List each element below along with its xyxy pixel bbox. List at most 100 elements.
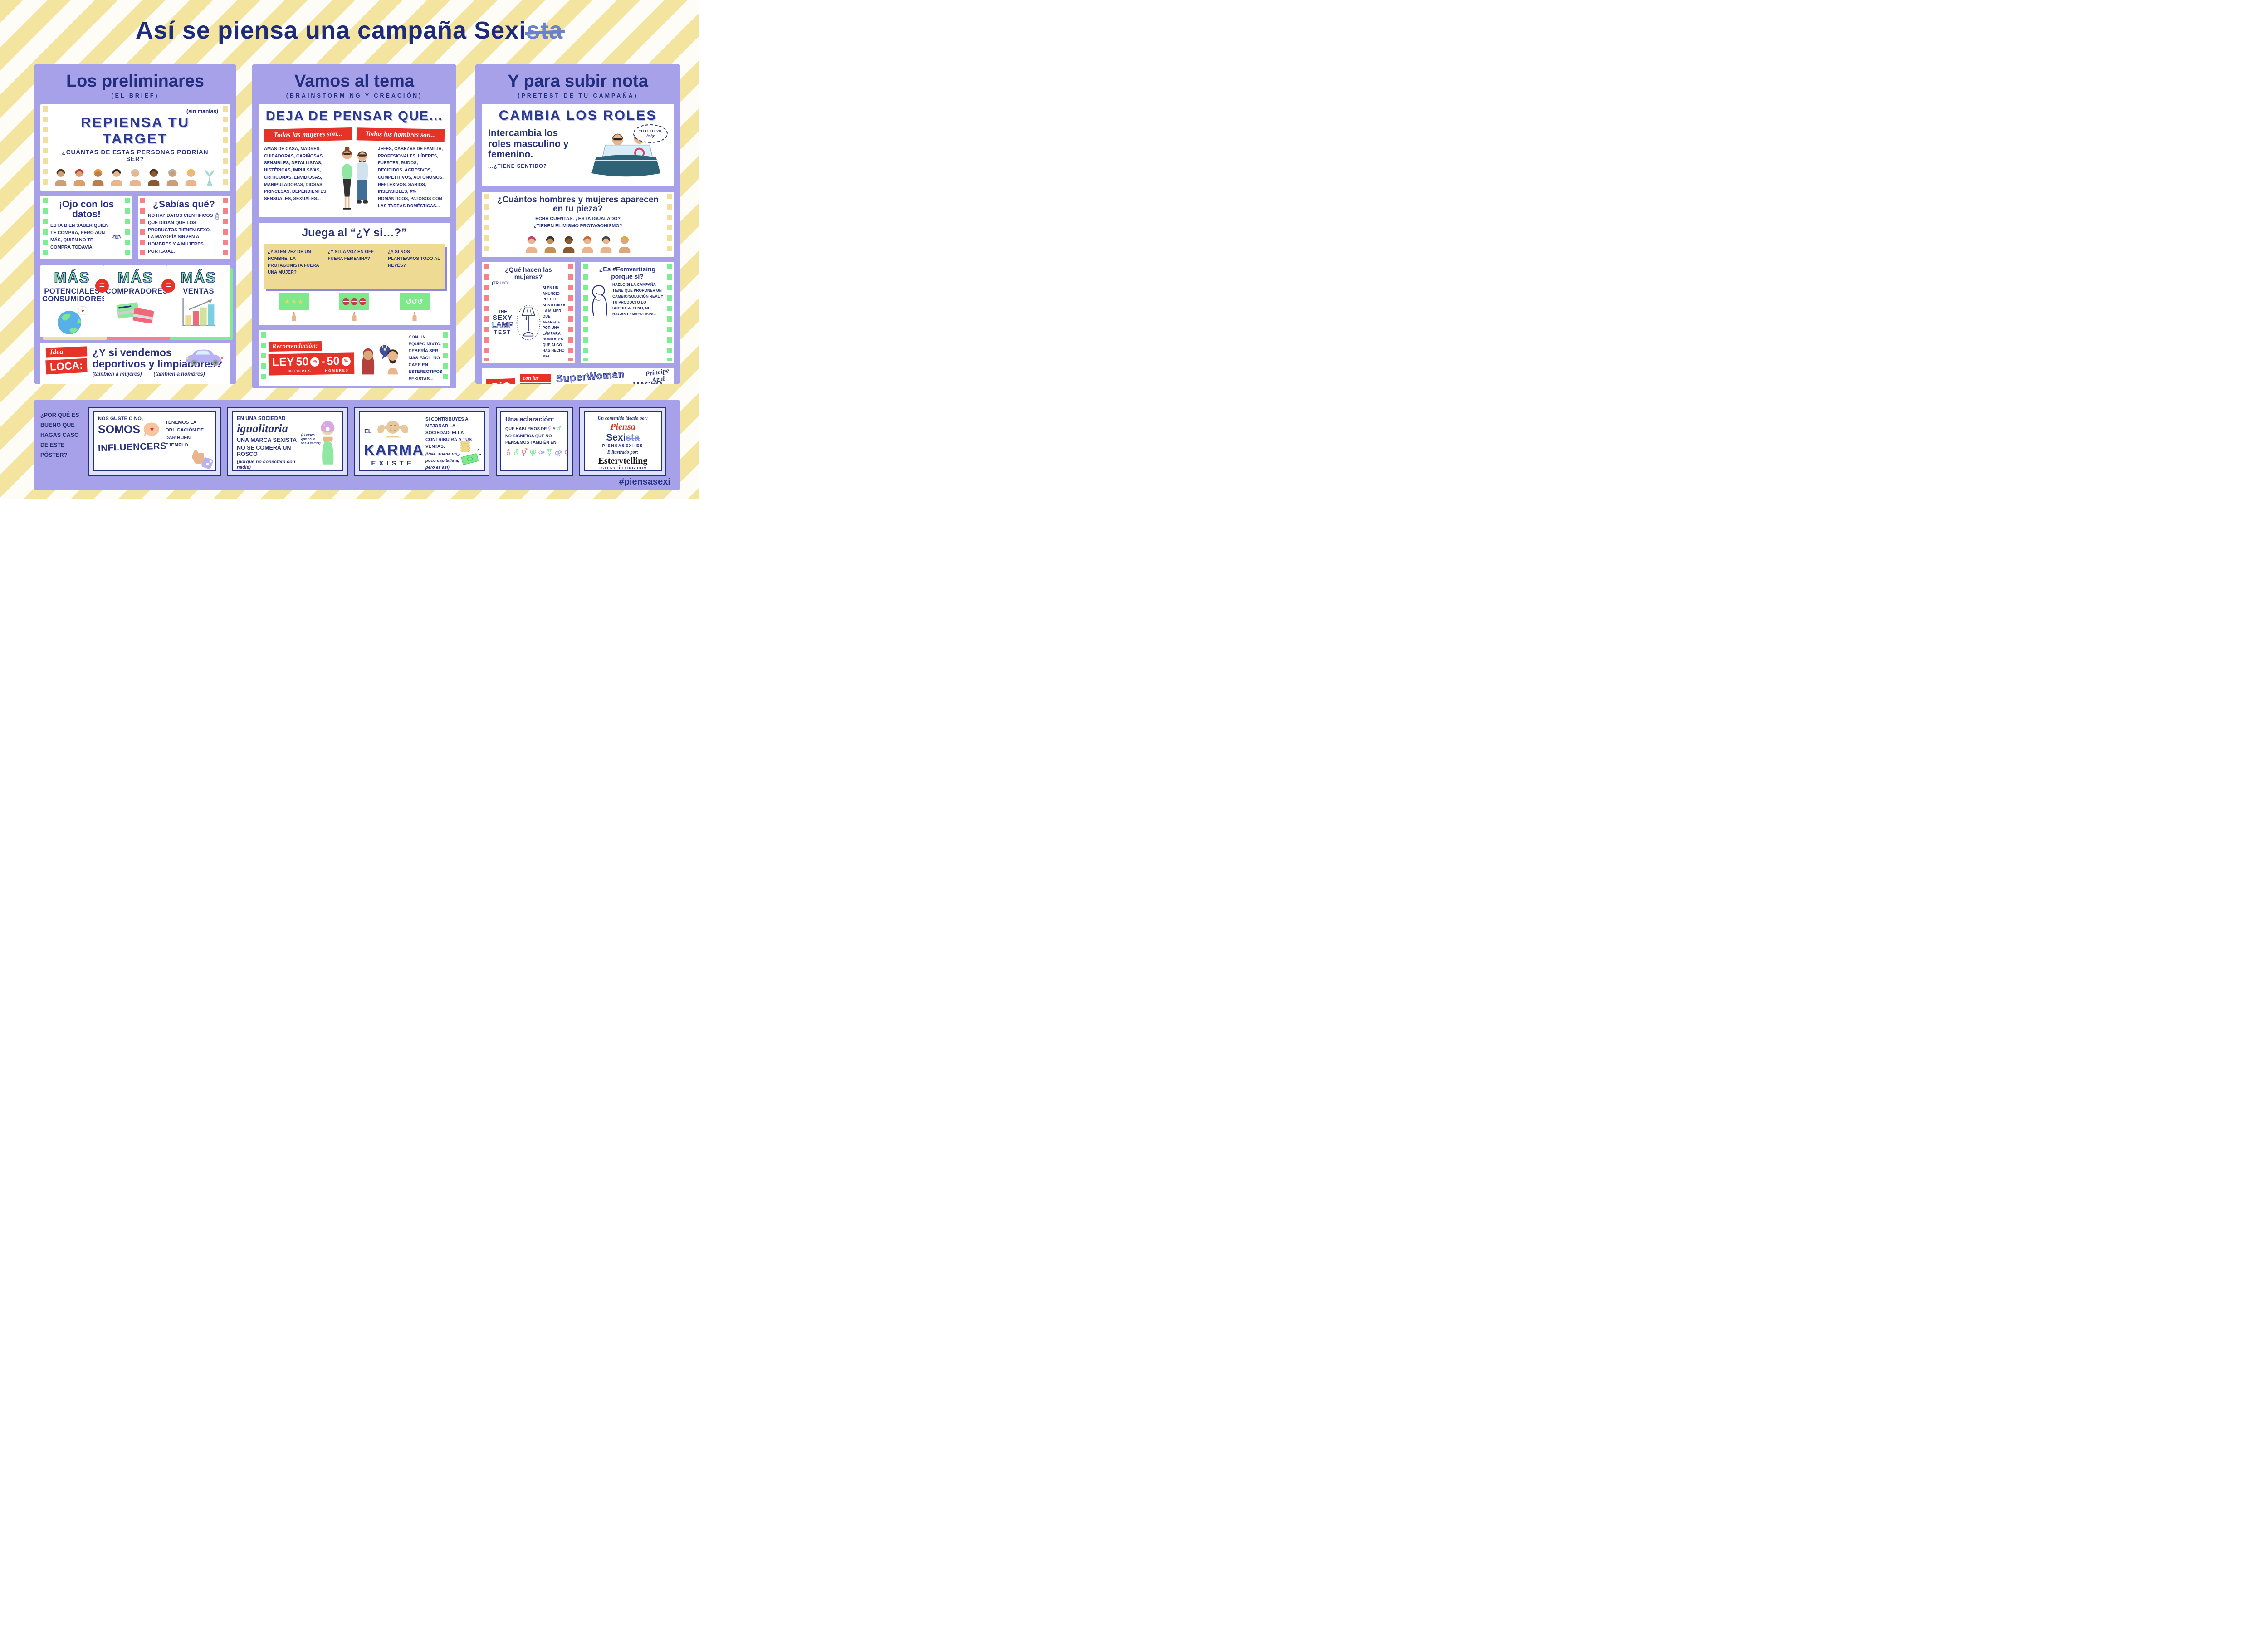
- aclaracion-body: QUE HABLEMOS DE ♀ Y ♂ NO SIGNIFICA QUE N…: [505, 426, 562, 445]
- aclaracion-title: Una aclaración:: [505, 416, 554, 423]
- card-mas-compradores: MÁS COMPRADORES: [103, 265, 168, 337]
- hand-icon: [352, 312, 357, 321]
- card-holder-swirls: ↺↺↺: [399, 293, 430, 321]
- karma-word: KARMA: [364, 441, 424, 458]
- lamp-body: SI EN UN ANUNCIO PUEDES SUSTITUIR A LA M…: [543, 286, 566, 358]
- karma-body: SI CONTRIBUYES A MEJORAR LA SOCIEDAD, EL…: [425, 417, 472, 449]
- card-sustancias-peligrosas: OjO con las sustancias peligrosas: Super…: [482, 367, 674, 384]
- female-icon: ♀: [548, 426, 552, 431]
- gender-symbols-grid: ⚨⚦⚥⚢⚩⚧⚣⚤⚦⚧: [505, 448, 567, 458]
- card-idea-loca: Idea LOCA: ¿Y si vendemos deportivos y l…: [40, 342, 230, 384]
- column-preliminares: Los preliminares (EL BRIEF) (sin manías)…: [34, 64, 236, 384]
- gender-symbol-icon: ⚥: [521, 448, 530, 457]
- roles-title: CAMBIA LOS ROLES: [499, 108, 657, 123]
- ojo-badge: OjO: [486, 378, 516, 384]
- credits-ilustrado: E ilustrado por:: [607, 450, 639, 455]
- column1-subheading: (EL BRIEF): [111, 93, 159, 99]
- mermaid-tail-icon: [205, 169, 215, 186]
- karma-el: EL: [364, 428, 372, 435]
- bottom-band: ¿POR QUÉ ES BUENO QUE HAGAS CASO DE ESTE…: [34, 400, 680, 490]
- flexed-arm-icon: [592, 285, 607, 316]
- lamp-title: ¿Qué hacen las mujeres?: [505, 266, 552, 281]
- card-femvertising: ¿Es #Femvertising porque sí? HAZLO SI LA…: [581, 262, 674, 363]
- equals-icon: =: [95, 279, 109, 293]
- column3-subheading: (PRETEST DE TU CAMPAÑA): [518, 93, 638, 99]
- heart-bubble-icon: ♥: [143, 422, 159, 437]
- stereotypes-women-list: AMAS DE CASA, MADRES, CUIDADORAS, CARIÑO…: [264, 147, 327, 202]
- card-juega-y-si: Juega al “¿Y si…?” ¿Y SI EN VEZ DE UN HO…: [259, 222, 450, 325]
- gender-symbol-icon: ⚨: [505, 448, 513, 457]
- mas-label: MÁS: [117, 269, 154, 286]
- card-repiensa-target: (sin manías) REPIENSA TU TARGET ¿CUÁNTAS…: [40, 104, 230, 191]
- gender-symbol-icon: ⚤: [564, 448, 567, 457]
- idea-note-mujeres: (también a mujeres): [92, 372, 142, 377]
- bar-chart-icon: [182, 298, 215, 327]
- gender-symbol-icon: ⚣: [554, 448, 564, 457]
- card-ojo-datos: ¡Ojo con los datos! ESTÁ BIEN SABER QUIÉ…: [40, 196, 132, 259]
- speech-bubble: YO TE LLEVO, baby: [633, 124, 668, 143]
- column1-header: Los preliminares (EL BRIEF): [40, 72, 230, 99]
- idea-note-hombres: (también a hombres): [153, 372, 205, 377]
- rosco-igualitaria: igualitaria: [237, 422, 288, 435]
- lamp-icon: [516, 305, 541, 341]
- globe-icon: ♥: [57, 306, 88, 334]
- hashtag-piensasexi: #piensasexi: [619, 477, 670, 487]
- esterytelling-url: ESTERYTELLING.COM: [598, 466, 647, 470]
- truco-label: ¡TRUCO!: [492, 281, 509, 286]
- box-karma: EL KARMA EXISTE SI CONTRIB: [354, 407, 489, 476]
- brand-piensa: Piensa: [610, 422, 635, 432]
- svg-text:♥: ♥: [81, 309, 84, 314]
- ventas-label: VENTAS: [183, 287, 214, 295]
- brand-esterytelling: Esterytelling: [598, 456, 648, 466]
- box-influencers: NOS GUSTE O NO, SOMOS ♥ INFLUENCERS TENE…: [88, 407, 221, 476]
- card-mas-ventas: MÁS VENTAS: [167, 265, 230, 337]
- column3-heading: Y para subir nota: [508, 72, 648, 91]
- karma-existe: EXISTE: [371, 459, 415, 467]
- recomendacion-badge: Recomendación:: [268, 341, 322, 352]
- fem-title1: ¿Es #Femvertising: [599, 265, 656, 273]
- thumbs-up-icon: [192, 450, 213, 469]
- column3-header: Y para subir nota (PRETEST DE TU CAMPAÑA…: [482, 72, 674, 99]
- column2-heading: Vamos al tema: [294, 72, 415, 91]
- couple-illustration: [341, 146, 368, 210]
- why-poster-note: ¿POR QUÉ ES BUENO QUE HAGAS CASO DE ESTE…: [40, 412, 79, 458]
- column2-header: Vamos al tema (BRAINSTORMING Y CREACIÓN): [259, 72, 450, 99]
- target-title: REPIENSA TU TARGET: [80, 114, 190, 147]
- card-sabias-que: ¿Sabías qué? NO HAY DATOS CIENTÍFICOS QU…: [138, 196, 230, 259]
- car-scene: YO TE LLEVO, baby: [584, 124, 668, 183]
- sustancias-badge: sustancias: [519, 383, 551, 384]
- cuantos-title: ¿Cuántos hombres y mujeres aparecen en t…: [497, 195, 659, 214]
- credit-cards-icon: [117, 302, 154, 324]
- influencers-line2: SOMOS: [98, 423, 141, 436]
- influencers-line1: NOS GUSTE O NO,: [98, 416, 143, 421]
- male-icon: ♂: [557, 426, 562, 431]
- avatar: [600, 236, 611, 254]
- deja-title: DEJA DE PENSAR QUE...: [265, 109, 443, 123]
- con-las-badge: con las: [519, 374, 551, 382]
- card-holder-mouths: [339, 293, 369, 321]
- fem-title2: porque sí?: [611, 272, 644, 280]
- box-aclaracion: Una aclaración: QUE HABLEMOS DE ♀ Y ♂ NO…: [496, 407, 573, 476]
- car-icon: [186, 349, 223, 366]
- gender-symbol-icon: ⚦: [513, 448, 521, 457]
- equals-icon: =: [161, 279, 176, 293]
- avatar: [185, 169, 197, 186]
- eye-icon: [112, 234, 122, 239]
- title-sexi: Sexi: [474, 17, 527, 44]
- avatar: [544, 236, 556, 254]
- reco-body: CON UN EQUIPO MIXTO, DEBERÍA SER MÁS FÁC…: [408, 334, 443, 382]
- svg-text:♥: ♥: [150, 426, 154, 433]
- roles-body-text: Intercambia los roles masculino y femeni…: [488, 128, 569, 160]
- ley-50-50-badge: LEY 50 % - 50 % MUJERES HOMBRES: [268, 352, 354, 376]
- avatar: [582, 236, 593, 254]
- title-sta-strikethrough: sta: [526, 17, 563, 44]
- hand-icon: [412, 312, 417, 321]
- avatar: [55, 169, 67, 186]
- column-subir-nota: Y para subir nota (PRETEST DE TU CAMPAÑA…: [475, 64, 680, 384]
- card-holder-stars: ★★★: [279, 293, 309, 321]
- target-avatar-row: [52, 166, 218, 186]
- hombres-label: HOMBRES: [325, 368, 349, 373]
- mas-label: MÁS: [180, 269, 217, 286]
- rosco-line4: NO SE COMERÁ UN ROSCO: [237, 445, 291, 457]
- avatar: [73, 169, 85, 186]
